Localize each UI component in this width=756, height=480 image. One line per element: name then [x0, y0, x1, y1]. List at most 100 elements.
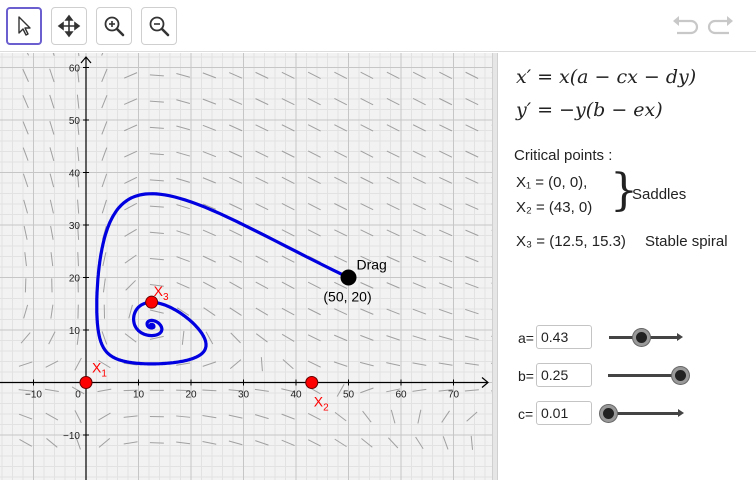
- critical-point-x1-text: X₁ = (0, 0),: [516, 174, 588, 191]
- slope-mark: [281, 203, 295, 211]
- slope-mark: [77, 252, 79, 267]
- slope-mark: [360, 255, 374, 263]
- slope-mark: [202, 229, 216, 237]
- slope-mark: [465, 308, 479, 315]
- undo-icon: [673, 16, 699, 35]
- critical-point-x3[interactable]: [145, 295, 159, 309]
- slope-mark: [18, 389, 33, 392]
- slope-mark: [176, 415, 191, 418]
- slope-mark: [229, 150, 243, 158]
- panel-divider[interactable]: [492, 53, 498, 480]
- critical-points-title: Critical points :: [514, 147, 613, 164]
- slider-b-input[interactable]: [536, 363, 592, 387]
- slider-c-input[interactable]: [536, 401, 592, 425]
- slope-mark: [360, 71, 374, 80]
- slope-mark: [101, 68, 108, 83]
- slope-mark: [202, 440, 217, 445]
- move-tool-button[interactable]: [6, 7, 42, 45]
- drag-point[interactable]: [340, 269, 357, 286]
- slope-mark: [307, 71, 321, 79]
- slope-mark: [149, 179, 164, 182]
- slope-mark: [149, 126, 164, 129]
- slope-mark: [360, 124, 374, 132]
- slope-mark: [417, 409, 422, 424]
- slope-mark: [465, 150, 479, 158]
- critical-point-x2[interactable]: [305, 376, 319, 389]
- y-tick-label: 50: [69, 116, 81, 127]
- slope-mark: [202, 361, 217, 367]
- slope-mark: [412, 150, 426, 158]
- slope-mark: [412, 124, 426, 132]
- slope-mark: [439, 124, 453, 132]
- slope-mark: [386, 255, 400, 263]
- slope-mark: [386, 308, 400, 315]
- slope-mark: [360, 334, 374, 341]
- slope-mark: [307, 150, 321, 158]
- critical-point-x1[interactable]: [79, 376, 93, 389]
- slope-mark: [149, 74, 164, 77]
- slope-mark: [438, 362, 453, 366]
- slope-mark: [202, 281, 216, 290]
- slope-mark: [412, 282, 427, 289]
- slope-mark: [124, 150, 138, 158]
- slope-mark: [386, 362, 401, 367]
- slider-b-track[interactable]: [608, 371, 684, 379]
- slope-mark: [465, 282, 479, 289]
- equation-x-prime: x′ = x(a − cx − dy): [516, 66, 697, 88]
- x-tick-label: 10: [133, 390, 145, 401]
- slope-mark: [255, 98, 269, 106]
- slope-mark: [125, 280, 136, 291]
- slope-mark: [102, 278, 106, 293]
- slider-a-knob[interactable]: [632, 329, 650, 346]
- slope-mark: [334, 203, 348, 211]
- slider-c-track[interactable]: [608, 409, 684, 417]
- zoom-in-button[interactable]: [96, 7, 132, 45]
- slope-mark: [49, 121, 55, 135]
- y-tick-label: 10: [69, 326, 81, 337]
- slope-mark: [20, 332, 31, 344]
- slope-mark: [229, 307, 242, 316]
- slope-mark: [123, 389, 138, 392]
- slope-mark: [281, 124, 295, 132]
- slope-mark: [438, 389, 453, 392]
- slope-mark: [439, 176, 453, 184]
- x-tick-label: 0: [75, 390, 81, 401]
- y-tick-label: 30: [69, 221, 81, 232]
- slope-mark: [281, 71, 295, 79]
- slope-mark: [101, 53, 104, 56]
- redo-button[interactable]: [706, 12, 738, 40]
- slope-mark: [19, 439, 32, 447]
- slope-mark: [202, 151, 217, 158]
- slider-c-knob[interactable]: [600, 405, 617, 422]
- zoom-out-button[interactable]: [141, 7, 177, 45]
- move-graphics-view-button[interactable]: [51, 7, 87, 45]
- slider-b-knob[interactable]: [672, 367, 689, 384]
- slope-mark: [362, 410, 372, 423]
- slider-b-label: b=: [518, 368, 534, 384]
- slider-a-input[interactable]: [536, 325, 592, 349]
- slope-mark: [76, 147, 80, 162]
- x-tick-label: 30: [238, 390, 250, 401]
- slope-mark: [229, 203, 243, 211]
- slope-mark: [412, 362, 427, 366]
- slope-mark: [360, 150, 374, 158]
- undo-button[interactable]: [668, 12, 700, 40]
- slope-mark: [438, 255, 453, 263]
- slope-mark: [439, 203, 453, 210]
- slope-mark: [281, 229, 295, 237]
- drag-label: Drag: [357, 257, 387, 273]
- slope-mark: [333, 361, 348, 367]
- slope-mark: [386, 229, 400, 237]
- slope-mark: [465, 98, 479, 106]
- slope-mark: [149, 335, 164, 340]
- slope-mark: [101, 173, 108, 188]
- graphics-view[interactable]: −10 0 10 20 30 40 50 60 70 −10 10 20 30 40 50 60 X1 X2 …: [0, 53, 492, 480]
- slope-mark: [464, 362, 479, 366]
- slope-mark: [77, 225, 80, 240]
- slope-mark: [202, 177, 217, 184]
- slope-mark: [465, 229, 479, 237]
- slope-mark: [438, 282, 453, 289]
- slope-mark: [50, 225, 54, 240]
- slope-mark: [307, 124, 321, 132]
